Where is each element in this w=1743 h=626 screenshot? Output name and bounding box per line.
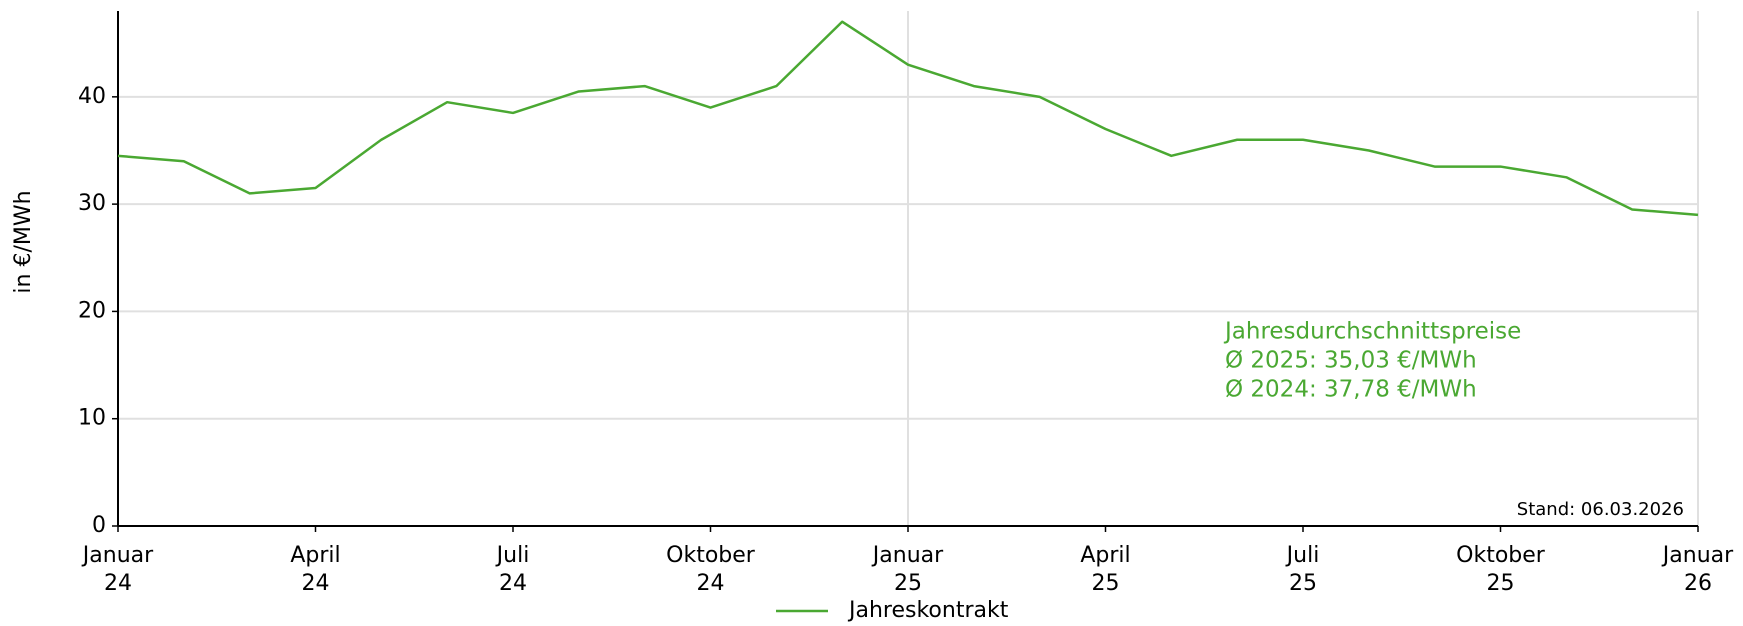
x-tick-label: April bbox=[290, 543, 340, 568]
x-tick-label: 24 bbox=[104, 571, 132, 596]
x-tick-label: Oktober bbox=[1456, 543, 1546, 568]
footnote: Stand: 06.03.2026 bbox=[1517, 499, 1684, 520]
x-tick-label: Januar bbox=[81, 543, 154, 568]
x-tick-label: Juli bbox=[495, 543, 530, 568]
x-tick-label: 26 bbox=[1684, 571, 1712, 596]
line bbox=[117, 20, 1699, 217]
legend-label: Jahreskontrakt bbox=[847, 598, 1009, 623]
x-tick-label: Juli bbox=[1285, 543, 1320, 568]
x-tick-label: April bbox=[1080, 543, 1130, 568]
x-tick-label: 24 bbox=[499, 571, 527, 596]
annotation: Ø 2025: 35,03 €/MWh bbox=[1225, 348, 1477, 374]
x-tick-label: 25 bbox=[894, 571, 922, 596]
x-tick-label: 25 bbox=[1289, 571, 1317, 596]
y-axis-label: in €/MWh bbox=[11, 190, 36, 293]
y-tick-label: 10 bbox=[78, 406, 106, 431]
x-tick-label: Oktober bbox=[666, 543, 756, 568]
y-tick-label: 0 bbox=[92, 513, 106, 538]
x-tick-label: 24 bbox=[302, 571, 330, 596]
x-tick-label: 24 bbox=[697, 571, 725, 596]
annotation: Jahresdurchschnittspreise bbox=[1223, 319, 1521, 345]
y-tick-label: 40 bbox=[78, 84, 106, 109]
x-tick-label: 25 bbox=[1487, 571, 1515, 596]
y-tick-label: 20 bbox=[78, 298, 106, 323]
x-tick-label: 25 bbox=[1092, 571, 1120, 596]
x-tick-label: Januar bbox=[871, 543, 944, 568]
x-tick-label: Januar bbox=[1661, 543, 1734, 568]
y-tick-label: 30 bbox=[78, 191, 106, 216]
annotation: Ø 2024: 37,78 €/MWh bbox=[1225, 377, 1477, 403]
